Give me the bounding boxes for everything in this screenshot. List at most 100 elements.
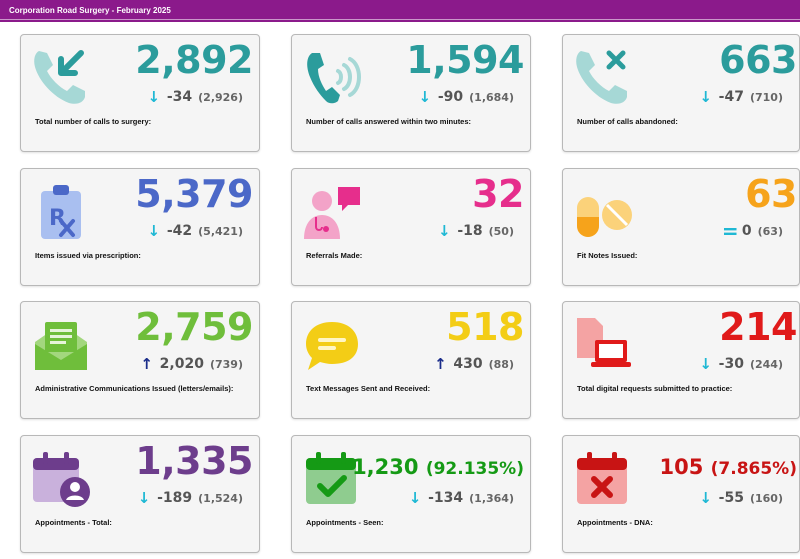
arrow-down-icon: ↓ [408, 489, 422, 507]
metric-value: 105 (7.865%) [659, 452, 797, 484]
arrow-up-icon: ↑ [434, 355, 447, 373]
arrow-down-icon: ↓ [699, 88, 712, 106]
arrow-down-icon: ↓ [147, 88, 161, 106]
metric-change: ↓ -189 (1,524) [137, 488, 243, 508]
calendar-person-icon [31, 448, 91, 508]
card-appointments-seen: 1,230 (92.135%) ↓ -134 (1,364) Appointme… [291, 435, 531, 553]
arrow-down-icon: ↓ [699, 355, 712, 373]
card-fit-notes: 63 = 0 (63) Fit Notes Issued: [562, 168, 800, 286]
metric-change: ↓ -55 (160) [699, 488, 783, 508]
metric-change: ↓ -90 (1,684) [418, 87, 514, 107]
card-total-calls: 2,892 ↓ -34 (2,926) Total number of call… [20, 34, 260, 152]
arrow-down-icon: ↓ [699, 489, 712, 507]
metric-label: Text Messages Sent and Received: [306, 384, 431, 393]
metric-value-percent: (7.865%) [710, 459, 797, 479]
metric-delta: 0 [741, 223, 752, 239]
metric-label: Appointments - Seen: [306, 518, 384, 527]
metric-label: Total number of calls to surgery: [35, 117, 152, 126]
metric-previous: (88) [488, 357, 514, 371]
arrow-up-icon: ↑ [140, 355, 153, 373]
metric-delta: -55 [718, 490, 744, 506]
metric-change: ↑ 2,020 (739) [140, 354, 243, 374]
metric-value: 1,230 (92.135%) [352, 452, 524, 484]
arrow-down-icon: ↓ [147, 222, 161, 240]
pills-icon [573, 181, 633, 241]
metric-value: 63 [745, 172, 797, 216]
metric-value-number: 105 [659, 455, 704, 479]
equals-icon: = [721, 219, 739, 243]
metric-value: 1,335 [135, 439, 253, 483]
metric-previous: (1,364) [469, 491, 514, 505]
digital-request-laptop-icon [573, 314, 633, 374]
metric-change: ↓ -34 (2,926) [147, 87, 243, 107]
card-referrals: 32 ↓ -18 (50) Referrals Made: [291, 168, 531, 286]
metric-previous: (710) [749, 90, 783, 104]
metric-change: ↓ -134 (1,364) [408, 488, 514, 508]
metric-value: 2,759 [135, 305, 253, 349]
metric-value: 5,379 [135, 172, 253, 216]
card-text-messages: 518 ↑ 430 (88) Text Messages Sent and Re… [291, 301, 531, 419]
metric-value: 518 [446, 305, 524, 349]
metric-label: Number of calls answered within two minu… [306, 117, 472, 126]
metric-delta: -42 [166, 223, 193, 239]
metric-change: ↓ -18 (50) [437, 221, 514, 241]
card-appointments-total: 1,335 ↓ -189 (1,524) Appointments - Tota… [20, 435, 260, 553]
metric-previous: (244) [749, 357, 783, 371]
metric-value-number: 1,230 [352, 455, 419, 479]
metric-change: ↓ -47 (710) [699, 87, 783, 107]
metric-previous: (50) [488, 224, 514, 238]
prescription-clipboard-icon: R [31, 181, 91, 241]
calendar-check-icon [302, 448, 362, 508]
card-admin-communications: 2,759 ↑ 2,020 (739) Administrative Commu… [20, 301, 260, 419]
metric-label: Administrative Communications Issued (le… [35, 384, 234, 393]
metric-label: Fit Notes Issued: [577, 251, 638, 260]
metric-delta: -189 [157, 490, 193, 506]
metric-value-percent: (92.135%) [425, 459, 524, 479]
metric-label: Number of calls abandoned: [577, 117, 678, 126]
metric-change: ↓ -30 (244) [699, 354, 783, 374]
metric-previous: (1,684) [469, 90, 514, 104]
dashboard-title: Corporation Road Surgery - February 2025 [9, 6, 171, 15]
card-calls-answered: 1,594 ↓ -90 (1,684) Number of calls answ… [291, 34, 531, 152]
arrow-down-icon: ↓ [137, 489, 151, 507]
metric-label: Appointments - DNA: [577, 518, 653, 527]
metric-delta: -34 [166, 89, 193, 105]
speech-bubble-icon [302, 314, 362, 374]
metric-change: = 0 (63) [721, 219, 783, 243]
metric-delta: 2,020 [159, 356, 204, 372]
metric-previous: (1,524) [198, 491, 243, 505]
metric-delta: 430 [453, 356, 483, 372]
calendar-cross-icon [573, 448, 633, 508]
envelope-letter-icon [31, 314, 91, 374]
metric-delta: -90 [437, 89, 464, 105]
metric-delta: -18 [457, 223, 483, 239]
metric-previous: (160) [749, 491, 783, 505]
metric-previous: (5,421) [198, 224, 243, 238]
metric-value: 2,892 [135, 38, 253, 82]
arrow-down-icon: ↓ [418, 88, 432, 106]
metric-label: Referrals Made: [306, 251, 363, 260]
metric-delta: -134 [428, 490, 464, 506]
metric-previous: (63) [757, 224, 783, 238]
metric-previous: (2,926) [198, 90, 243, 104]
phone-incoming-icon [31, 47, 91, 107]
dashboard-title-bar: Corporation Road Surgery - February 2025 [0, 0, 800, 22]
metric-label: Total digital requests submitted to prac… [577, 384, 733, 393]
metric-label: Items issued via prescription: [35, 251, 141, 260]
card-prescription-items: R 5,379 ↓ -42 (5,421) Items issued via p… [20, 168, 260, 286]
metric-value: 1,594 [406, 38, 524, 82]
metric-value: 663 [719, 38, 797, 82]
metric-change: ↓ -42 (5,421) [147, 221, 243, 241]
card-digital-requests: 214 ↓ -30 (244) Total digital requests s… [562, 301, 800, 419]
phone-missed-icon [573, 47, 633, 107]
metric-label: Appointments - Total: [35, 518, 112, 527]
phone-ringing-icon [302, 47, 362, 107]
metric-change: ↑ 430 (88) [433, 354, 514, 374]
metric-delta: -47 [718, 89, 744, 105]
arrow-down-icon: ↓ [438, 222, 451, 240]
metric-value: 214 [719, 305, 797, 349]
doctor-referral-icon [302, 181, 362, 241]
metric-delta: -30 [718, 356, 744, 372]
card-calls-abandoned: 663 ↓ -47 (710) Number of calls abandone… [562, 34, 800, 152]
svg-text:R: R [49, 206, 66, 231]
